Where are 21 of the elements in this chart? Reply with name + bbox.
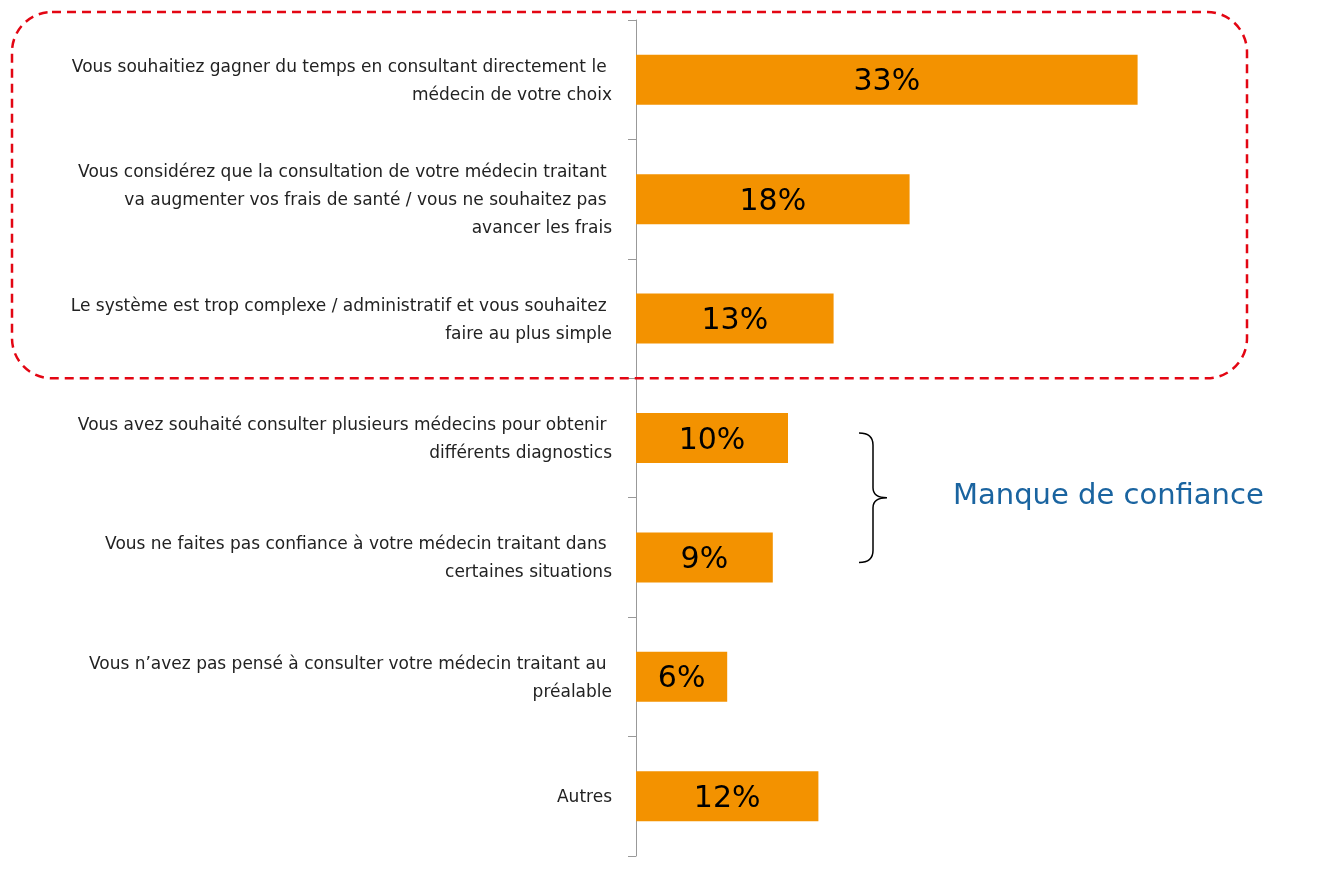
bar xyxy=(636,54,1138,105)
y-tick-label: Autres xyxy=(556,786,613,807)
bar xyxy=(636,532,773,583)
annotation: Manque de confiance xyxy=(953,477,1264,512)
y-tick-label: Vous n’avez pas pensé à consulter votre médecin traitant au préalable xyxy=(88,652,612,701)
data-label: 18% xyxy=(739,181,807,217)
bar xyxy=(636,293,834,344)
data-label: 13% xyxy=(701,301,769,337)
data-label: 33% xyxy=(853,62,921,98)
data-label: 12% xyxy=(693,778,761,814)
y-tick-label: Le système est trop complexe / administratif et vous souhaitez faire au plus simple xyxy=(70,294,612,343)
data-label: 9% xyxy=(680,539,729,575)
bar xyxy=(636,771,819,822)
y-tick-label: Vous considérez que la consultation de votre médecin traitant va augmenter vos frais de santé / vous ne souhaitez pas avancer les frais xyxy=(78,161,613,238)
data-label: 10% xyxy=(678,420,746,456)
data-label: 6% xyxy=(657,659,706,695)
y-tick-label: Vous souhaitiez gagner du temps en consultant directement le médecin de votre choix xyxy=(71,55,612,104)
bar xyxy=(636,413,788,463)
y-tick-label: Vous ne faites pas confiance à votre médecin traitant dans certaines situations xyxy=(105,533,613,582)
y-tick-label: Vous avez souhaité consulter plusieurs médecins pour obtenir différents diagnostics xyxy=(77,414,613,462)
bar xyxy=(636,174,910,225)
